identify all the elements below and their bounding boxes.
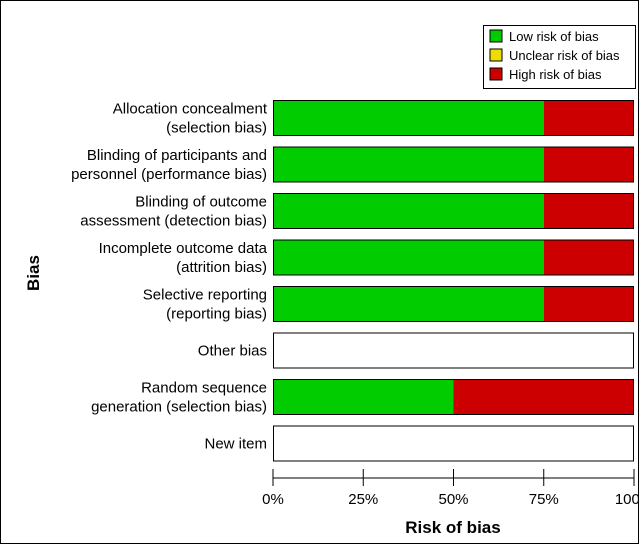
bar-outline-5: [273, 332, 634, 369]
x-axis: 0% 25% 50% 75% 100%: [262, 469, 638, 508]
category-label-4-line-0: Selective reporting: [143, 287, 267, 304]
bar-low-3: [273, 239, 544, 276]
bar-outline-1: [273, 146, 634, 183]
bar-outline-4: [273, 286, 634, 322]
category-label-1-line-0: Blinding of participants and: [87, 147, 267, 164]
bar-low-4: [273, 286, 544, 322]
bar-outline-0: [273, 100, 634, 136]
bar-high-6: [453, 379, 634, 415]
x-tick-label-2: 50%: [438, 491, 468, 508]
category-label-0-line-0: Allocation concealment: [113, 101, 268, 118]
legend-label-0: Low risk of bias: [509, 29, 599, 44]
x-axis-title: Risk of bias: [405, 518, 500, 537]
category-label-3-line-0: Incomplete outcome data: [99, 240, 268, 257]
bar-high-4: [543, 286, 634, 322]
category-labels: Allocation concealment (selection bias) Bl…: [71, 101, 268, 453]
legend-swatch-0: [489, 29, 503, 43]
legend: Low risk of bias Unclear risk of bias High…: [483, 25, 636, 89]
legend-label-2: High risk of bias: [509, 67, 602, 82]
bar-low-2: [273, 193, 544, 229]
legend-swatch-1: [489, 48, 503, 62]
category-label-6-line-0: Random sequence: [141, 380, 267, 397]
bar-outline-6: [273, 379, 634, 415]
x-tick-label-1: 25%: [348, 491, 378, 508]
x-tick-label-0: 0%: [262, 491, 284, 508]
category-label-5-line-0: Other bias: [198, 343, 267, 360]
bar-high-3: [543, 239, 634, 276]
bar-high-1: [543, 146, 634, 183]
category-label-2-line-0: Blinding of outcome: [135, 194, 267, 211]
x-tick-label-3: 75%: [529, 491, 559, 508]
legend-swatch-2: [489, 67, 503, 81]
category-label-7-line-0: New item: [204, 436, 267, 453]
bar-outline-2: [273, 193, 634, 229]
bar-low-1: [273, 146, 544, 183]
category-label-4-line-1: (reporting bias): [166, 306, 267, 323]
bar-low-6: [273, 379, 454, 415]
y-axis-title: Bias: [24, 255, 43, 291]
category-label-3-line-1: (attrition bias): [176, 259, 267, 276]
legend-box: [483, 25, 636, 89]
category-label-0-line-1: (selection bias): [166, 120, 267, 137]
bars: [273, 100, 634, 462]
bar-high-0: [543, 100, 634, 136]
category-label-1-line-1: personnel (performance bias): [71, 166, 267, 183]
x-tick-label-4: 100%: [615, 491, 638, 508]
bar-outline-7: [273, 425, 634, 462]
bar-low-0: [273, 100, 544, 136]
category-label-6-line-1: generation (selection bias): [91, 399, 267, 416]
bar-outline-3: [273, 239, 634, 276]
bar-high-2: [543, 193, 634, 229]
legend-label-1: Unclear risk of bias: [509, 48, 620, 63]
category-label-2-line-1: assessment (detection bias): [80, 213, 267, 230]
